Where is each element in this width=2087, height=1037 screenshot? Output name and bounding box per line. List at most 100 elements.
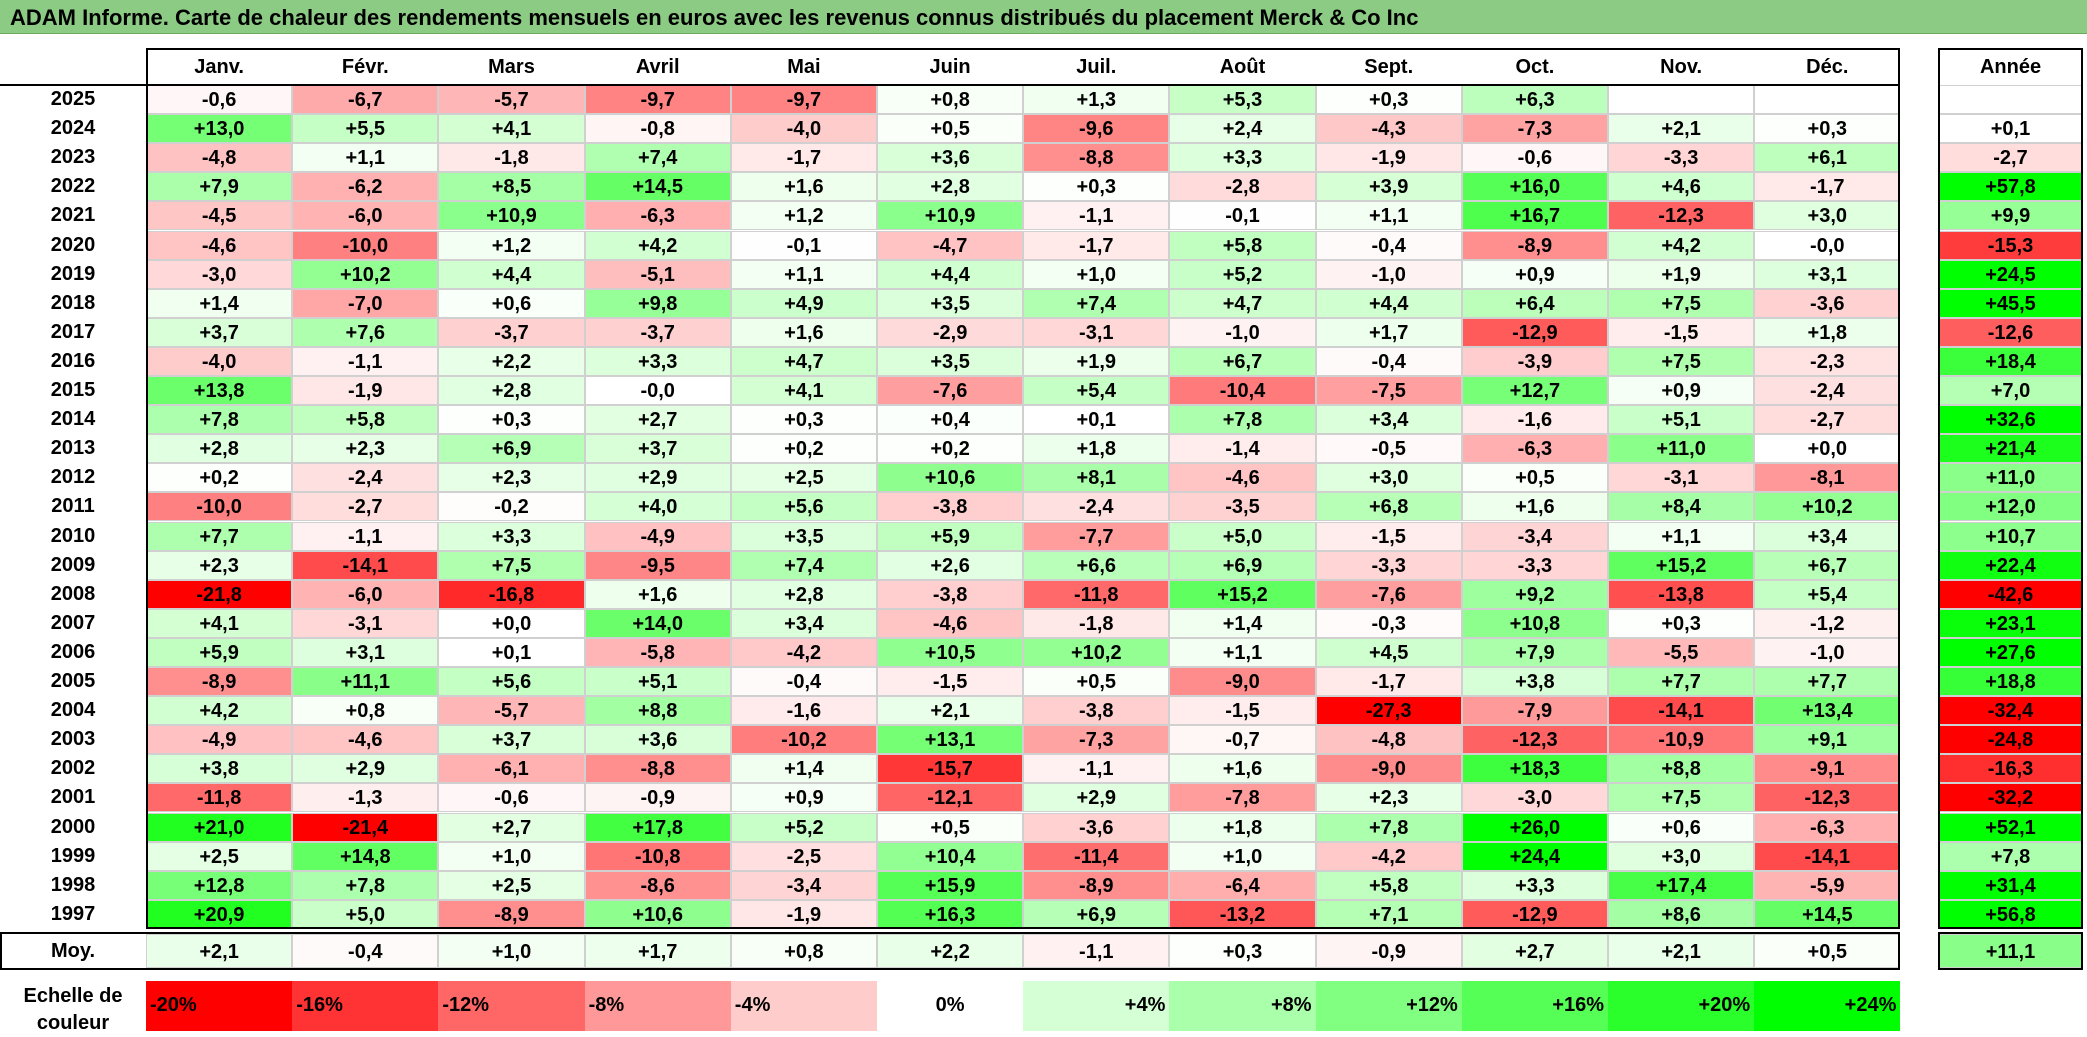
heatmap-cell: +0,3 [1608, 608, 1755, 638]
heatmap-cell: +3,3 [1169, 143, 1316, 173]
heatmap-cell: +1,6 [584, 579, 731, 609]
heatmap-cell: +5,9 [146, 637, 293, 667]
heatmap-cell: -8,9 [1461, 230, 1608, 260]
annual-cell: +24,5 [1938, 259, 2083, 289]
heatmap-cell: +2,5 [730, 463, 877, 493]
heatmap-cell: +7,6 [292, 317, 439, 347]
heatmap-cell: +2,9 [584, 463, 731, 493]
heatmap-cell: +0,6 [1608, 812, 1755, 842]
heatmap-cell: -0,1 [730, 230, 877, 260]
month-header: Juil. [1076, 56, 1117, 78]
year-label: 2023 [50, 146, 96, 169]
heatmap-cell: -4,2 [1315, 841, 1462, 871]
heatmap-cell: -6,3 [1754, 812, 1901, 842]
heatmap-cell: -11,4 [1023, 841, 1170, 871]
heatmap-cell: +7,5 [1608, 783, 1755, 813]
heatmap-cell: +16,3 [877, 899, 1024, 929]
heatmap-cell: -8,8 [1023, 143, 1170, 173]
annual-cell: -42,6 [1938, 579, 2083, 609]
heatmap-cell: -2,4 [1023, 492, 1170, 522]
heatmap-cell: +14,0 [584, 608, 731, 638]
heatmap-cell: -4,8 [146, 143, 293, 173]
heatmap-cell: -1,0 [1169, 317, 1316, 347]
heatmap-cell: -9,6 [1023, 114, 1170, 144]
heatmap-cell: +1,0 [1023, 259, 1170, 289]
heatmap-cell: +7,9 [1461, 637, 1608, 667]
heatmap-cell: +1,2 [438, 230, 585, 260]
year-label: 2022 [50, 175, 96, 198]
heatmap-cell: +7,9 [146, 172, 293, 202]
color-scale-step: -12% [438, 981, 585, 1031]
year-label: 2009 [50, 553, 96, 576]
title-bar: ADAM Informe. Carte de chaleur des rende… [0, 0, 2087, 34]
heatmap-cell: +1,4 [1169, 608, 1316, 638]
heatmap-cell: +5,2 [730, 812, 877, 842]
heatmap-cell: +2,3 [292, 434, 439, 464]
heatmap-cell: +17,8 [584, 812, 731, 842]
heatmap-cell: +3,0 [1754, 201, 1901, 231]
heatmap-cell: -4,8 [1315, 725, 1462, 755]
heatmap-cell: +4,2 [584, 230, 731, 260]
heatmap-cell: +3,7 [584, 434, 731, 464]
average-cell: +2,2 [877, 933, 1024, 968]
annual-cell: -24,8 [1938, 725, 2083, 755]
heatmap-cell: +1,8 [1754, 317, 1901, 347]
heatmap-cell: -1,0 [1754, 637, 1901, 667]
average-cell: -1,1 [1023, 933, 1170, 968]
heatmap-cell: +8,4 [1608, 492, 1755, 522]
heatmap-cell: -6,3 [1461, 434, 1608, 464]
average-cell: -0,4 [292, 933, 439, 968]
heatmap-cell: -3,8 [877, 579, 1024, 609]
heatmap-cell: +15,2 [1169, 579, 1316, 609]
heatmap-cell: +1,2 [730, 201, 877, 231]
heatmap-cell: -12,3 [1608, 201, 1755, 231]
heatmap-cell: -0,0 [1754, 230, 1901, 260]
heatmap-cell: -3,3 [1608, 143, 1755, 173]
heatmap-cell: +0,0 [438, 608, 585, 638]
heatmap-cell: +10,9 [877, 201, 1024, 231]
heatmap-cell: +17,4 [1608, 870, 1755, 900]
heatmap-cell: +21,0 [146, 812, 293, 842]
heatmap-cell: -14,1 [1754, 841, 1901, 871]
heatmap-cell: +3,3 [584, 346, 731, 376]
heatmap-cell: +10,8 [1461, 608, 1608, 638]
heatmap-cell: -5,7 [438, 696, 585, 726]
heatmap-cell: +4,4 [877, 259, 1024, 289]
heatmap-cell: +8,8 [584, 696, 731, 726]
heatmap-cell: +3,6 [584, 725, 731, 755]
heatmap-cell: +4,6 [1608, 172, 1755, 202]
heatmap-cell: -12,3 [1461, 725, 1608, 755]
heatmap-cell: -14,1 [1608, 696, 1755, 726]
heatmap-cell: -7,8 [1169, 783, 1316, 813]
year-label: 2006 [50, 640, 96, 663]
heatmap-cell: +6,6 [1023, 550, 1170, 580]
heatmap-cell: -0,6 [1461, 143, 1608, 173]
color-scale-step: -4% [730, 981, 877, 1031]
heatmap-cell: -6,4 [1169, 870, 1316, 900]
heatmap-cell: -1,9 [1315, 143, 1462, 173]
heatmap-cell: -1,9 [730, 899, 877, 929]
heatmap-cell: +10,6 [877, 463, 1024, 493]
heatmap-cell: -4,0 [730, 114, 877, 144]
annual-cell: +23,1 [1938, 608, 2083, 638]
heatmap-cell: -7,7 [1023, 521, 1170, 551]
heatmap-cell: -0,2 [438, 492, 585, 522]
heatmap-cell: +3,5 [730, 521, 877, 551]
heatmap-cell: +6,9 [1169, 550, 1316, 580]
heatmap-cell: +10,2 [1023, 637, 1170, 667]
heatmap-cell: -2,4 [1754, 376, 1901, 406]
heatmap-cell: +4,1 [438, 114, 585, 144]
heatmap-cell: +3,1 [1754, 259, 1901, 289]
year-label: 2001 [50, 786, 96, 809]
heatmap-cell: +10,9 [438, 201, 585, 231]
heatmap-cell: +7,5 [1608, 288, 1755, 318]
annual-cell: -12,6 [1938, 317, 2083, 347]
heatmap-cell: +0,0 [1754, 434, 1901, 464]
heatmap-cell: +26,0 [1461, 812, 1608, 842]
color-scale-step: +24% [1754, 981, 1901, 1031]
heatmap-cell: -12,1 [877, 783, 1024, 813]
heatmap-cell: +4,0 [584, 492, 731, 522]
heatmap-cell: +0,3 [1754, 114, 1901, 144]
heatmap-cell: -11,8 [146, 783, 293, 813]
heatmap-cell: -2,7 [1754, 405, 1901, 435]
